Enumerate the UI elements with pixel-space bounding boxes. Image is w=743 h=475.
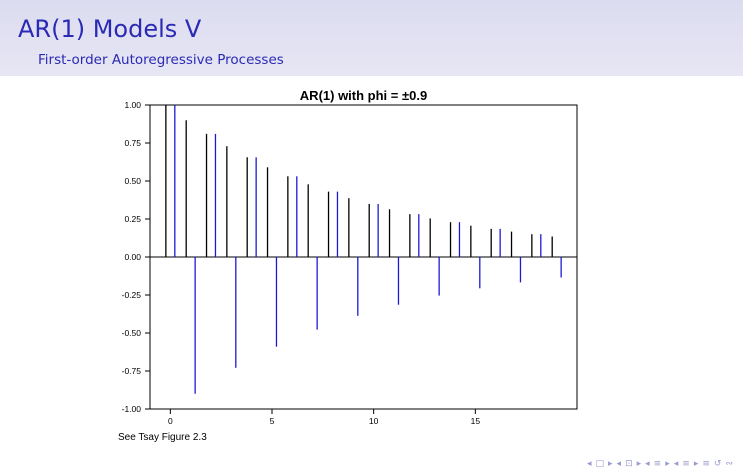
- y-tick-label-8: -1.00: [122, 404, 142, 414]
- y-tick-label-5: -0.25: [122, 290, 142, 300]
- slide-title: AR(1) Models V: [18, 15, 202, 43]
- nav-symbol-9[interactable]: ◂: [673, 459, 679, 469]
- nav-symbol-10[interactable]: ≡: [682, 459, 690, 469]
- nav-symbol-5[interactable]: ▸: [636, 459, 642, 469]
- y-tick-label-4: 0.00: [124, 252, 141, 262]
- y-tick-label-0: 1.00: [124, 100, 141, 110]
- y-tick-label-1: 0.75: [124, 138, 141, 148]
- nav-symbol-12[interactable]: ≡: [702, 459, 710, 469]
- slide-subtitle: First-order Autoregressive Processes: [38, 52, 284, 68]
- slide-header: [0, 0, 743, 76]
- nav-symbol-13[interactable]: ↺: [713, 459, 722, 469]
- beamer-navigation: ◂ □ ▸ ◂ ⊡ ▸ ◂ ≡ ▸ ◂ ≡ ▸ ≡ ↺ ∾: [587, 459, 733, 469]
- nav-symbol-14[interactable]: ∾: [725, 459, 733, 469]
- x-tick-label-0: 0: [168, 416, 173, 426]
- chart-title: AR(1) with phi = ±0.9: [300, 88, 427, 103]
- x-tick-label-1: 5: [270, 416, 275, 426]
- y-tick-label-6: -0.50: [122, 328, 142, 338]
- x-tick-label-2: 10: [369, 416, 379, 426]
- nav-symbol-1[interactable]: □: [595, 459, 604, 469]
- y-tick-label-3: 0.25: [124, 214, 141, 224]
- y-tick-label-7: -0.75: [122, 366, 142, 376]
- y-tick-label-2: 0.50: [124, 176, 141, 186]
- nav-symbol-0[interactable]: ◂: [586, 459, 592, 469]
- nav-symbol-3[interactable]: ◂: [616, 459, 622, 469]
- nav-symbol-4[interactable]: ⊡: [625, 459, 633, 469]
- nav-symbol-6[interactable]: ◂: [645, 459, 650, 469]
- nav-symbol-7[interactable]: ≡: [653, 459, 662, 469]
- x-tick-label-3: 15: [471, 416, 481, 426]
- nav-symbol-8[interactable]: ▸: [665, 459, 670, 469]
- figure-caption: See Tsay Figure 2.3: [118, 432, 207, 443]
- nav-symbol-11[interactable]: ▸: [693, 459, 699, 469]
- nav-symbol-2[interactable]: ▸: [608, 459, 613, 469]
